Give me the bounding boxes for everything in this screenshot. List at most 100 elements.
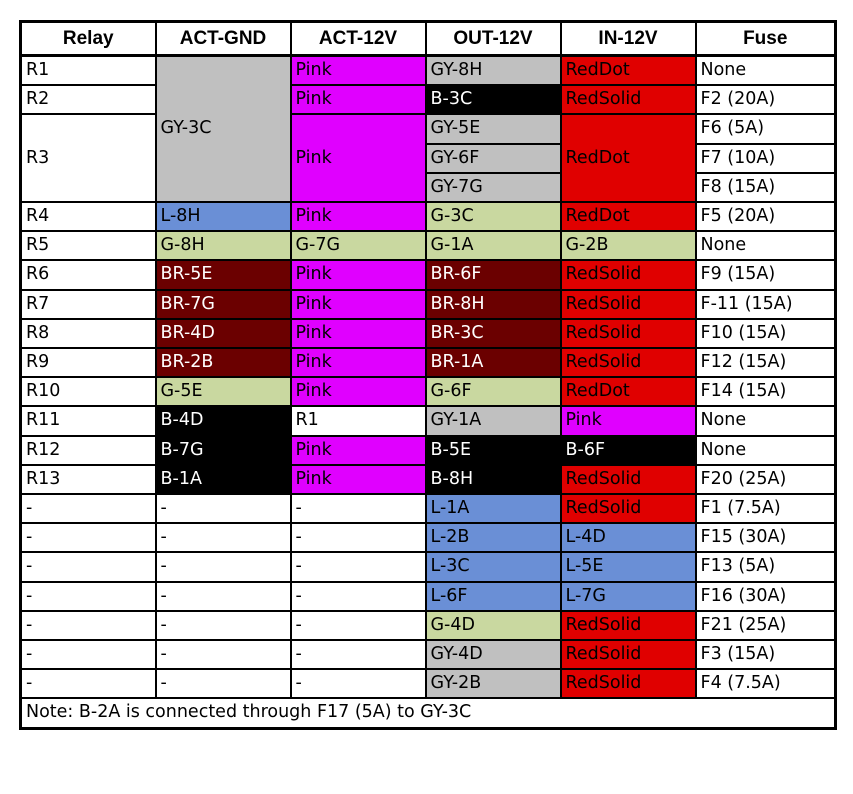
table-row: GY-7G F8 (15A): [21, 171, 837, 204]
table-body: R1 GY-3C Pink GY-8H RedDot None R2 Pink B-3C RedS…: [19, 54, 837, 700]
cell-in-12v: RedDot: [559, 113, 697, 204]
cell-act-gnd: B-7G: [154, 434, 292, 466]
cell-fuse: F14 (15A): [694, 376, 837, 408]
cell-out-12v: B-8H: [424, 463, 562, 496]
cell-act-12v: -: [289, 580, 427, 612]
cell-relay: R9: [19, 347, 157, 379]
cell-fuse: F10 (15A): [694, 317, 837, 350]
table-row: R5 G-8H G-7G G-1A G-2B None: [19, 230, 837, 262]
cell-relay: R1: [19, 54, 157, 87]
table-row: R11 B-4D R1 GY-1A Pink None: [19, 405, 837, 437]
cell-act-12v: Pink: [289, 113, 427, 204]
cell-out-12v: B-5E: [424, 434, 562, 466]
cell-fuse: F2 (20A): [694, 84, 837, 116]
cell-relay: R8: [19, 317, 157, 350]
table-row: - - - GY-2B RedSolid F4 (7.5A): [19, 668, 837, 700]
cell-in-12v: B-6F: [559, 434, 697, 466]
cell-relay: R11: [19, 405, 157, 437]
header-in-12v: IN-12V: [559, 20, 697, 57]
cell-relay: R13: [19, 463, 157, 496]
cell-out-12v: GY-2B: [424, 668, 562, 700]
cell-out-12v: BR-8H: [424, 288, 562, 320]
cell-act-gnd: BR-7G: [154, 288, 292, 320]
cell-act-12v: Pink: [289, 463, 427, 496]
cell-in-12v: L-7G: [559, 580, 697, 612]
cell-act-12v: Pink: [289, 288, 427, 320]
cell-out-12v: BR-3C: [424, 317, 562, 350]
table-row: R8 BR-4D Pink BR-3C RedSolid F10 (15A): [19, 317, 837, 350]
cell-fuse: None: [694, 230, 837, 262]
table-row: R7 BR-7G Pink BR-8H RedSolid F-11 (15A): [19, 288, 837, 320]
cell-in-12v: RedSolid: [559, 288, 697, 320]
header-relay: Relay: [19, 20, 157, 57]
table-row: GY-6F F7 (10A): [21, 142, 837, 174]
cell-act-gnd: B-1A: [154, 463, 292, 496]
header-act-gnd: ACT-GND: [154, 20, 292, 57]
table-row: R2 Pink B-3C RedSolid F2 (20A): [19, 84, 837, 116]
cell-act-12v: Pink: [289, 84, 427, 116]
cell-act-12v: -: [289, 551, 427, 583]
cell-in-12v: RedDot: [559, 54, 697, 87]
cell-relay: -: [19, 493, 157, 525]
header-out-12v: OUT-12V: [424, 20, 562, 57]
cell-act-12v: -: [289, 522, 427, 554]
cell-act-12v: Pink: [289, 201, 427, 233]
cell-fuse: F12 (15A): [694, 347, 837, 379]
cell-in-12v: RedDot: [559, 201, 697, 233]
table-row: - - - GY-4D RedSolid F3 (15A): [19, 639, 837, 671]
cell-in-12v: RedSolid: [559, 639, 697, 671]
table-row: - - - L-2B L-4D F15 (30A): [19, 522, 837, 554]
table-row: R10 G-5E Pink G-6F RedDot F14 (15A): [19, 376, 837, 408]
table-row: R1 GY-3C Pink GY-8H RedDot None: [19, 54, 837, 204]
cell-relay: R4: [19, 201, 157, 233]
cell-out-12v: L-3C: [424, 551, 562, 583]
cell-in-12v: RedSolid: [559, 84, 697, 116]
cell-relay: R10: [19, 376, 157, 408]
cell-out-12v: GY-7G: [424, 171, 562, 204]
cell-act-gnd: L-8H: [154, 201, 292, 233]
cell-relay: R2: [19, 84, 157, 116]
cell-relay: R12: [19, 434, 157, 466]
cell-out-12v: GY-8H: [424, 54, 562, 87]
cell-act-12v: Pink: [289, 259, 427, 291]
cell-in-12v: RedSolid: [559, 493, 697, 525]
cell-fuse: F5 (20A): [694, 201, 837, 233]
cell-fuse: F1 (7.5A): [694, 493, 837, 525]
cell-in-12v: RedSolid: [559, 259, 697, 291]
cell-in-12v: G-2B: [559, 230, 697, 262]
cell-act-12v: -: [289, 639, 427, 671]
cell-out-12v: BR-1A: [424, 347, 562, 379]
cell-in-12v: RedSolid: [559, 463, 697, 496]
header-act-12v: ACT-12V: [289, 20, 427, 57]
table-row: - - - L-6F L-7G F16 (30A): [19, 580, 837, 612]
cell-relay: R6: [19, 259, 157, 291]
note-row: Note: B-2A is connected through F17 (5A)…: [19, 697, 837, 730]
cell-fuse: F13 (5A): [694, 551, 837, 583]
cell-fuse: None: [694, 434, 837, 466]
cell-act-gnd: -: [154, 493, 292, 525]
cell-relay: -: [19, 580, 157, 612]
cell-fuse: F8 (15A): [694, 171, 837, 204]
cell-in-12v: RedSolid: [559, 347, 697, 379]
cell-act-12v: Pink: [289, 376, 427, 408]
cell-in-12v: L-5E: [559, 551, 697, 583]
cell-act-gnd: GY-3C: [154, 54, 292, 204]
cell-fuse: F16 (30A): [694, 580, 837, 612]
table-row: R4 L-8H Pink G-3C RedDot F5 (20A): [19, 201, 837, 233]
cell-in-12v: L-4D: [559, 522, 697, 554]
cell-out-12v: G-3C: [424, 201, 562, 233]
cell-fuse: F6 (5A): [694, 113, 837, 145]
cell-act-gnd: BR-4D: [154, 317, 292, 350]
cell-in-12v: RedSolid: [559, 609, 697, 642]
cell-act-12v: G-7G: [289, 230, 427, 262]
table-row: R13 B-1A Pink B-8H RedSolid F20 (25A): [19, 463, 837, 496]
cell-out-12v: B-3C: [424, 84, 562, 116]
cell-act-12v: Pink: [289, 347, 427, 379]
cell-out-12v: GY-5E: [424, 113, 562, 145]
cell-fuse: None: [694, 54, 837, 87]
cell-fuse: None: [694, 405, 837, 437]
cell-relay: -: [19, 609, 157, 642]
cell-in-12v: RedSolid: [559, 317, 697, 350]
cell-fuse: F3 (15A): [694, 639, 837, 671]
cell-in-12v: RedSolid: [559, 668, 697, 700]
